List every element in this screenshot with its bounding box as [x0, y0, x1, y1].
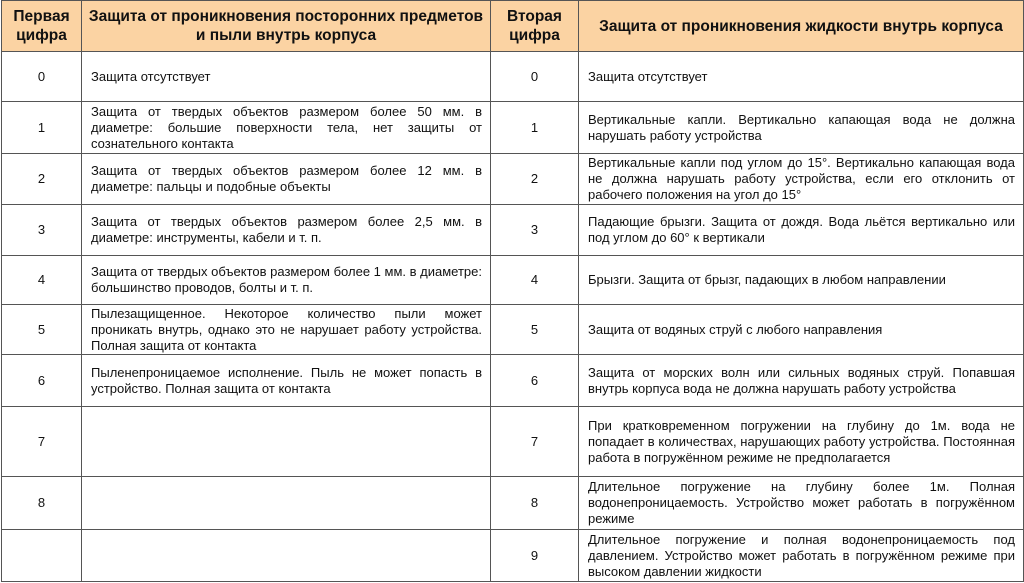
description-cell: Защита от твердых объектов размером боле… [81, 204, 491, 256]
digit-cell: 8 [490, 476, 579, 530]
header-cell: Первая цифра [1, 0, 82, 52]
digit-cell: 4 [490, 255, 579, 305]
digit-cell: 6 [1, 354, 82, 407]
digit-cell: 6 [490, 354, 579, 407]
header-cell: Защита от проникновения жидкости внутрь … [578, 0, 1024, 52]
table-body: 0 Защита отсутствует 0 Защита отсутствует 1 З… [1, 51, 1024, 582]
digit-cell: 4 [1, 255, 82, 305]
digit-cell: 8 [1, 476, 82, 530]
description-cell [81, 476, 491, 530]
digit-cell: 1 [1, 101, 82, 154]
description-cell: Вертикальные капли. Вертикально капающая… [578, 101, 1024, 154]
digit-cell: 9 [490, 529, 579, 582]
table-row: 4 Защита от твердых объектов размером бол… [1, 255, 1024, 305]
table-row: 7 7 При кратковременном погружении на глуб… [1, 406, 1024, 477]
table-row: 2 Защита от твердых объектов размером бол… [1, 153, 1024, 205]
table-row: 8 8 Длительное погружение на глубину более… [1, 476, 1024, 530]
header-row: Первая цифра Защита от проникновения пост… [1, 0, 1024, 52]
digit-cell: 3 [1, 204, 82, 256]
digit-cell: 0 [1, 51, 82, 102]
description-cell: Брызги. Защита от брызг, падающих в любо… [578, 255, 1024, 305]
digit-cell: 1 [490, 101, 579, 154]
header-cell: Вторая цифра [490, 0, 579, 52]
description-cell: Пыленепроницаемое исполнение. Пыль не мо… [81, 354, 491, 407]
table-row: 9 Длительное погружение и полная водонепр… [1, 529, 1024, 582]
digit-cell: 7 [1, 406, 82, 477]
description-cell: Защита отсутствует [578, 51, 1024, 102]
description-cell: Защита от твердых объектов размером боле… [81, 101, 491, 154]
description-cell: Защита от твердых объектов размером боле… [81, 255, 491, 305]
description-cell: Защита отсутствует [81, 51, 491, 102]
description-cell: Защита от морских волн или сильных водян… [578, 354, 1024, 407]
description-cell [81, 406, 491, 477]
digit-cell [1, 529, 82, 582]
digit-cell: 2 [490, 153, 579, 205]
table-row: 3 Защита от твердых объектов размером бол… [1, 204, 1024, 256]
table-row: 0 Защита отсутствует 0 Защита отсутствует [1, 51, 1024, 102]
digit-cell: 5 [490, 304, 579, 355]
digit-cell: 3 [490, 204, 579, 256]
description-cell: Вертикальные капли под углом до 15°. Вер… [578, 153, 1024, 205]
description-cell: Пылезащищенное. Некоторое количество пыл… [81, 304, 491, 355]
description-cell: Длительное погружение и полная водонепро… [578, 529, 1024, 582]
digit-cell: 5 [1, 304, 82, 355]
description-cell [81, 529, 491, 582]
digit-cell: 0 [490, 51, 579, 102]
table-row: 1 Защита от твердых объектов размером бол… [1, 101, 1024, 154]
description-cell: Защита от твердых объектов размером боле… [81, 153, 491, 205]
description-cell: Длительное погружение на глубину более 1… [578, 476, 1024, 530]
digit-cell: 7 [490, 406, 579, 477]
header-cell: Защита от проникновения посторонних пред… [81, 0, 491, 52]
table-row: 5 Пылезащищенное. Некоторое количество пы… [1, 304, 1024, 355]
table-row: 6 Пыленепроницаемое исполнение. Пыль не м… [1, 354, 1024, 407]
description-cell: При кратковременном погружении на глубин… [578, 406, 1024, 477]
digit-cell: 2 [1, 153, 82, 205]
description-cell: Защита от водяных струй с любого направл… [578, 304, 1024, 355]
description-cell: Падающие брызги. Защита от дождя. Вода л… [578, 204, 1024, 256]
